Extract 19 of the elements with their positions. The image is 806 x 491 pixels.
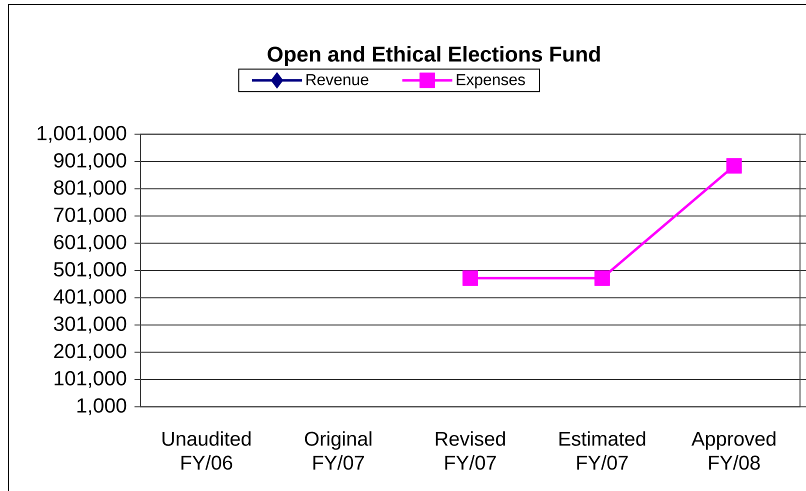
legend-label: Expenses [456, 74, 525, 88]
y-tick-label: 501,000 [54, 262, 126, 279]
y-tick-label: 801,000 [54, 180, 126, 198]
legend-label: Revenue [306, 74, 368, 86]
y-tick-label: 1,001,000 [38, 126, 126, 143]
x-tick-label: Approved FY/08 [691, 431, 776, 470]
chart-title: Open and Ethical Elections Fund [268, 46, 600, 66]
y-tick-label: 601,000 [54, 234, 126, 252]
y-tick-label: 1,000 [77, 398, 126, 416]
y-tick-label: 301,000 [54, 316, 126, 334]
x-tick-label: Revised FY/07 [436, 431, 505, 470]
x-tick-label: Estimated FY/07 [560, 431, 646, 470]
y-tick-label: 101,000 [54, 371, 126, 388]
y-tick-label: 901,000 [54, 153, 126, 170]
x-tick-label: Original FY/07 [304, 431, 372, 470]
y-tick-label: 401,000 [54, 289, 126, 306]
x-tick-label: Unaudited FY/06 [162, 431, 251, 470]
y-tick-label: 701,000 [54, 208, 126, 224]
y-tick-label: 201,000 [54, 344, 126, 361]
